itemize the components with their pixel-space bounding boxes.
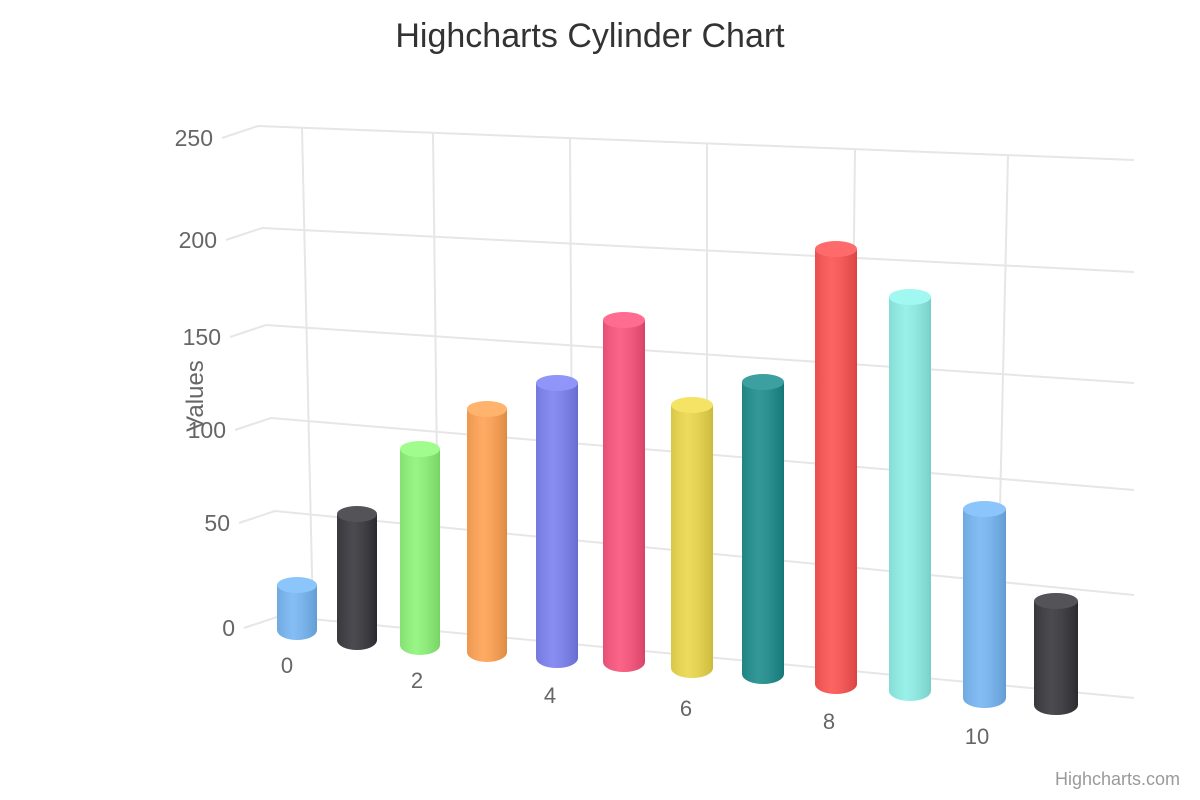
cylinder-bar-0[interactable] <box>277 584 317 640</box>
cylinder-bar-1[interactable] <box>336 513 378 650</box>
highcharts-credits-link[interactable]: Highcharts.com <box>1054 769 1180 789</box>
cylinder-bar-6[interactable] <box>671 405 713 678</box>
x-axis-label-10: 10 <box>964 724 990 749</box>
x-axis-label-2: 2 <box>410 668 424 693</box>
y-axis-label-250: 250 <box>174 125 213 151</box>
y-axis-label-100: 100 <box>187 417 226 443</box>
x-axis-label-0: 0 <box>280 653 294 678</box>
cylinder-bar-8[interactable] <box>814 249 858 694</box>
cylinder-bar-1-top <box>336 505 378 522</box>
cylinder-bar-6-top <box>671 397 713 414</box>
cylinder-bar-11-top <box>1034 592 1078 609</box>
cylinder-bar-3-top <box>466 401 508 418</box>
cylinder-bar-8-top <box>814 241 858 258</box>
cylinder-bar-2-top <box>399 441 441 458</box>
cylinder-bar-10-top <box>962 500 1006 517</box>
cylinder-bar-5-top <box>603 312 645 328</box>
cylinder-bar-11[interactable] <box>1034 600 1078 715</box>
x-axis-label-8: 8 <box>822 709 836 734</box>
cylinder-bar-7[interactable] <box>741 382 785 684</box>
cylinder-bar-9-top <box>888 289 932 306</box>
chart-title: Highcharts Cylinder Chart <box>395 17 785 55</box>
cylinder-bar-7-top <box>741 374 785 391</box>
y-axis-label-150: 150 <box>182 324 221 350</box>
cylinder-bar-4[interactable] <box>536 382 578 668</box>
cylinder-bar-5[interactable] <box>603 320 645 672</box>
x-axis-label-6: 6 <box>679 696 693 721</box>
cylinder-bar-3[interactable] <box>466 409 508 662</box>
cylinder-bar-10[interactable] <box>962 508 1006 708</box>
cylinder-bar-9[interactable] <box>888 297 932 701</box>
x-axis-label-4: 4 <box>543 683 557 708</box>
y-axis-label-200: 200 <box>178 227 217 253</box>
cylinder-bar-4-top <box>536 374 578 391</box>
cylinder-bar-2[interactable] <box>399 449 441 655</box>
y-axis-label-0: 0 <box>222 615 235 641</box>
cylinder-bar-0-top <box>277 576 317 593</box>
y-axis-label-50: 50 <box>204 510 230 536</box>
